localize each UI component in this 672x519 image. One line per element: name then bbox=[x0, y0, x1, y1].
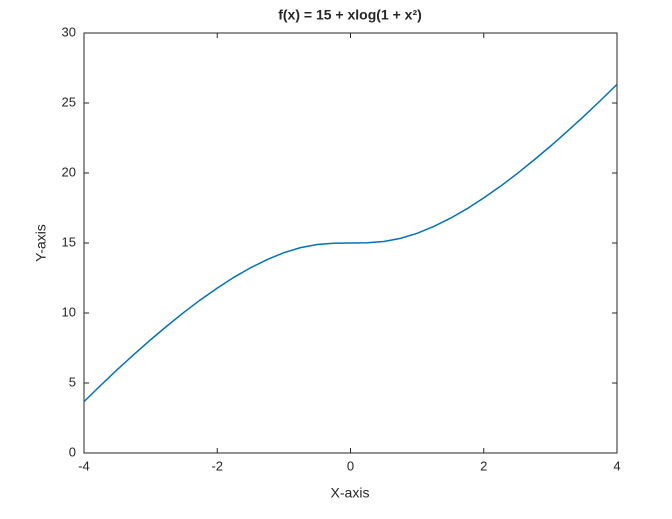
x-axis-label: X-axis bbox=[331, 485, 370, 501]
y-tick-label: 25 bbox=[62, 94, 76, 109]
y-tick-label: 30 bbox=[62, 24, 76, 39]
y-tick-label: 5 bbox=[69, 374, 76, 389]
line-series bbox=[83, 83, 618, 403]
y-axis-label: Y-axis bbox=[33, 224, 49, 262]
chart-title: f(x) = 15 + xlog(1 + x²) bbox=[278, 7, 422, 23]
x-tick-label: 4 bbox=[613, 458, 620, 473]
y-tick-label: 15 bbox=[62, 234, 76, 249]
y-tick-label: 20 bbox=[62, 164, 76, 179]
y-tick-label: 10 bbox=[62, 304, 76, 319]
x-tick-label: 0 bbox=[347, 458, 354, 473]
x-tick-label: -2 bbox=[211, 458, 223, 473]
x-tick-label: 2 bbox=[480, 458, 487, 473]
y-tick-label: 0 bbox=[69, 444, 76, 459]
x-tick-label: -4 bbox=[78, 458, 90, 473]
